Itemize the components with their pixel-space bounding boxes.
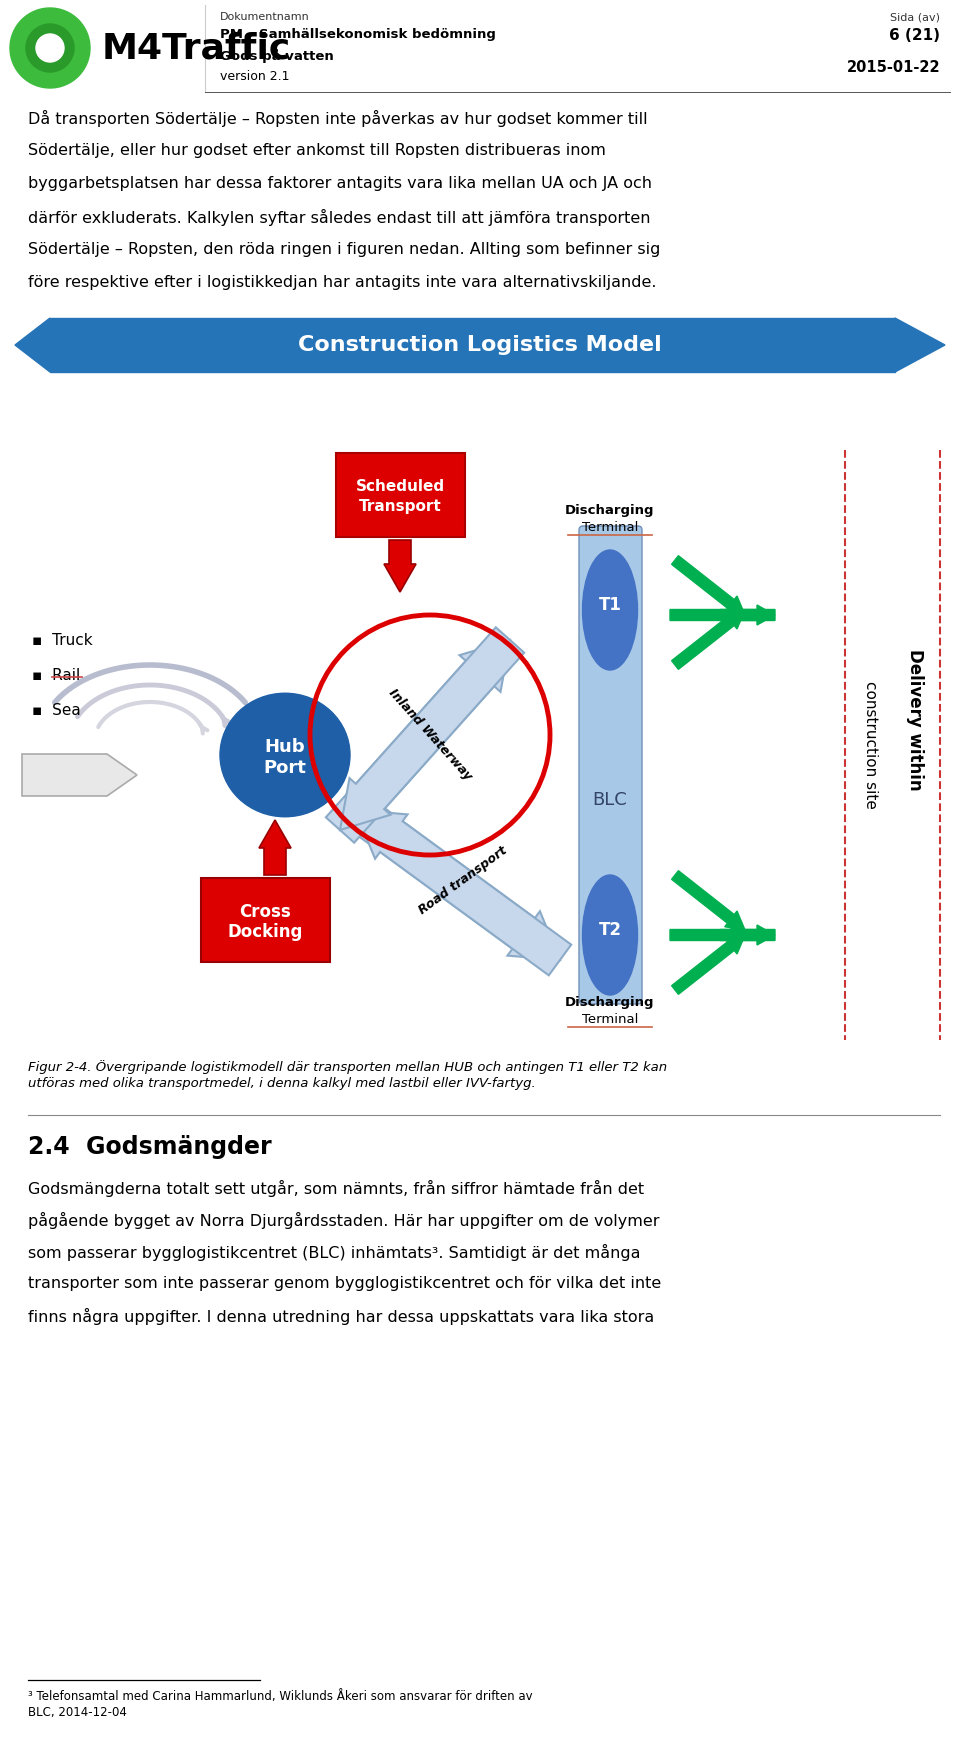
Ellipse shape: [220, 693, 350, 816]
FancyArrow shape: [340, 628, 524, 830]
FancyBboxPatch shape: [201, 878, 330, 962]
Text: T1: T1: [599, 596, 621, 614]
Text: Sida (av): Sida (av): [890, 12, 940, 23]
Text: byggarbetsplatsen har dessa faktorer antagits vara lika mellan UA och JA och: byggarbetsplatsen har dessa faktorer ant…: [28, 176, 652, 192]
Text: därför exkluderats. Kalkylen syftar således endast till att jämföra transporten: därför exkluderats. Kalkylen syftar såle…: [28, 209, 651, 225]
Text: som passerar bygglogistikcentret (BLC) inhämtats³. Samtidigt är det många: som passerar bygglogistikcentret (BLC) i…: [28, 1244, 640, 1261]
Ellipse shape: [583, 874, 637, 996]
Polygon shape: [15, 318, 50, 371]
FancyBboxPatch shape: [50, 318, 895, 371]
FancyArrow shape: [22, 755, 137, 797]
Text: version 2.1: version 2.1: [220, 70, 290, 83]
Text: 2015-01-22: 2015-01-22: [847, 60, 940, 76]
FancyArrow shape: [720, 605, 775, 624]
Text: Docking: Docking: [228, 923, 302, 941]
FancyArrow shape: [672, 936, 745, 994]
FancyBboxPatch shape: [579, 526, 642, 1004]
FancyBboxPatch shape: [336, 454, 465, 536]
Text: construction site: construction site: [862, 681, 877, 809]
Text: Södertälje – Ropsten, den röda ringen i figuren nedan. Allting som befinner sig: Södertälje – Ropsten, den röda ringen i …: [28, 243, 660, 257]
Text: ▪  Truck: ▪ Truck: [32, 633, 92, 647]
Text: Hub: Hub: [265, 739, 305, 756]
Text: utföras med olika transportmedel, i denna kalkyl med lastbil eller IVV-fartyg.: utföras med olika transportmedel, i denn…: [28, 1077, 536, 1091]
Text: Discharging: Discharging: [565, 996, 655, 1008]
Text: T2: T2: [598, 922, 621, 939]
Text: M4Traffic: M4Traffic: [102, 32, 291, 65]
Text: Södertälje, eller hur godset efter ankomst till Ropsten distribueras inom: Södertälje, eller hur godset efter ankom…: [28, 142, 606, 158]
Text: BLC, 2014-12-04: BLC, 2014-12-04: [28, 1706, 127, 1719]
FancyArrow shape: [259, 820, 291, 874]
FancyArrow shape: [670, 925, 750, 945]
Text: ▪  Rail: ▪ Rail: [32, 667, 81, 682]
Text: Port: Port: [264, 758, 306, 777]
Circle shape: [10, 9, 90, 88]
Text: Road transport: Road transport: [416, 844, 509, 916]
Text: Transport: Transport: [359, 498, 442, 514]
Text: Godsmängderna totalt sett utgår, som nämnts, från siffror hämtade från det: Godsmängderna totalt sett utgår, som näm…: [28, 1180, 644, 1198]
Text: 2.4  Godsmängder: 2.4 Godsmängder: [28, 1135, 272, 1159]
FancyArrow shape: [670, 605, 750, 624]
FancyArrow shape: [672, 556, 745, 616]
FancyArrow shape: [720, 925, 775, 945]
FancyArrow shape: [355, 809, 571, 974]
FancyArrow shape: [325, 640, 510, 843]
FancyArrow shape: [720, 605, 775, 624]
Text: Dokumentnamn: Dokumentnamn: [220, 12, 310, 23]
Text: ▪  Sea: ▪ Sea: [32, 702, 81, 718]
Text: Gods på vatten: Gods på vatten: [220, 47, 334, 63]
Text: transporter som inte passerar genom bygglogistikcentret och för vilka det inte: transporter som inte passerar genom bygg…: [28, 1275, 661, 1291]
Text: Discharging: Discharging: [565, 503, 655, 517]
Text: finns några uppgifter. I denna utredning har dessa uppskattats vara lika stora: finns några uppgifter. I denna utredning…: [28, 1309, 655, 1325]
Text: före respektive efter i logistikkedjan har antagits inte vara alternativskiljand: före respektive efter i logistikkedjan h…: [28, 274, 657, 290]
Text: BLC: BLC: [592, 792, 628, 809]
Ellipse shape: [583, 551, 637, 670]
Circle shape: [26, 25, 74, 72]
Text: Cross: Cross: [239, 902, 291, 922]
FancyArrow shape: [720, 925, 775, 945]
Polygon shape: [895, 318, 945, 371]
Text: Scheduled: Scheduled: [355, 478, 444, 494]
Text: Delivery within: Delivery within: [906, 649, 924, 792]
Text: 6 (21): 6 (21): [889, 28, 940, 42]
FancyArrow shape: [672, 610, 745, 670]
Text: pågående bygget av Norra Djurgårdsstaden. Här har uppgifter om de volymer: pågående bygget av Norra Djurgårdsstaden…: [28, 1212, 660, 1230]
FancyArrow shape: [384, 540, 416, 593]
Text: Då transporten Södertälje – Ropsten inte påverkas av hur godset kommer till: Då transporten Södertälje – Ropsten inte…: [28, 111, 648, 127]
FancyArrow shape: [344, 795, 560, 960]
Text: Terminal: Terminal: [582, 521, 638, 533]
Text: Terminal: Terminal: [582, 1013, 638, 1025]
Text: ³ Telefonsamtal med Carina Hammarlund, Wiklunds Åkeri som ansvarar för driften a: ³ Telefonsamtal med Carina Hammarlund, W…: [28, 1690, 533, 1703]
Text: Figur 2-4. Övergripande logistikmodell där transporten mellan HUB och antingen T: Figur 2-4. Övergripande logistikmodell d…: [28, 1061, 667, 1075]
Circle shape: [36, 33, 64, 62]
Text: Inland Waterway: Inland Waterway: [386, 686, 474, 783]
Text: PM – Samhällsekonomisk bedömning: PM – Samhällsekonomisk bedömning: [220, 28, 496, 40]
Text: Construction Logistics Model: Construction Logistics Model: [299, 334, 661, 355]
FancyArrow shape: [672, 871, 745, 931]
